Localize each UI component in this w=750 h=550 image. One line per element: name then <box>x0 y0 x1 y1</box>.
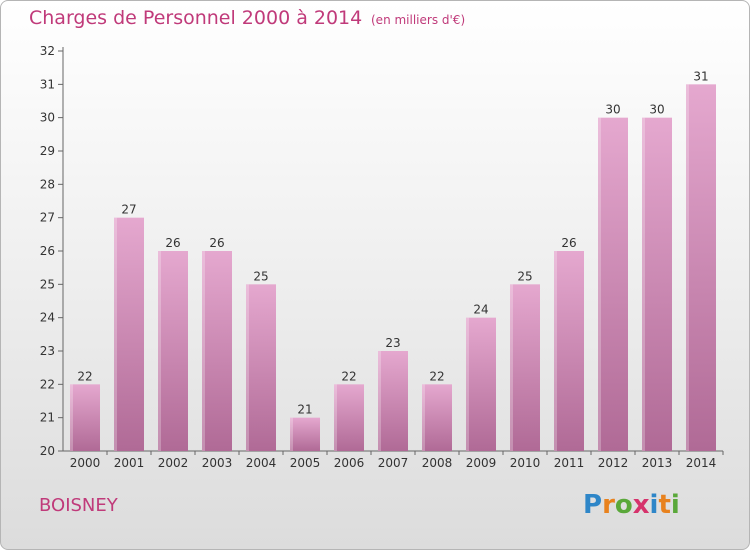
y-tick-label: 22 <box>40 377 55 391</box>
bar <box>598 117 628 452</box>
bar <box>114 217 144 451</box>
y-tick-label: 30 <box>40 111 55 125</box>
x-tick-label: 2005 <box>290 456 321 470</box>
data-label: 24 <box>473 303 488 317</box>
data-label: 30 <box>649 103 664 117</box>
x-tick-label: 2011 <box>554 456 585 470</box>
y-tick-label: 28 <box>40 177 55 191</box>
bar-highlight <box>510 284 513 451</box>
x-tick-label: 2000 <box>70 456 101 470</box>
data-label: 22 <box>341 369 356 383</box>
bar-highlight <box>422 384 425 451</box>
x-tick-label: 2006 <box>334 456 365 470</box>
bar <box>642 117 672 452</box>
data-label: 22 <box>429 369 444 383</box>
chart-title: Charges de Personnel 2000 à 2014 <box>29 7 363 29</box>
data-label: 26 <box>209 236 224 250</box>
chart-unit-label: (en milliers d'€) <box>371 13 466 27</box>
bar <box>334 384 364 451</box>
x-tick-label: 2003 <box>202 456 233 470</box>
logo-letter: P <box>583 490 603 520</box>
logo-letter: i <box>670 490 680 520</box>
bar <box>554 251 584 451</box>
bar <box>290 417 320 451</box>
logo-letter: o <box>614 490 633 520</box>
bar <box>158 251 188 451</box>
town-name: BOISNEY <box>39 495 118 516</box>
y-tick-label: 25 <box>40 277 55 291</box>
x-tick-label: 2014 <box>686 456 717 470</box>
y-tick-label: 21 <box>40 411 55 425</box>
bar-highlight <box>642 117 645 452</box>
data-label: 25 <box>253 269 268 283</box>
bar <box>466 317 496 451</box>
logo-letter: x <box>632 490 650 520</box>
x-tick-label: 2009 <box>466 456 497 470</box>
data-label: 26 <box>165 236 180 250</box>
bar <box>378 351 408 451</box>
x-tick-label: 2001 <box>114 456 145 470</box>
bar <box>202 251 232 451</box>
bar-highlight <box>290 417 293 451</box>
y-tick-label: 31 <box>40 77 55 91</box>
bar-highlight <box>554 251 557 451</box>
bar <box>422 384 452 451</box>
bar-highlight <box>598 117 601 452</box>
data-label: 22 <box>77 369 92 383</box>
logo-letter: t <box>658 490 671 520</box>
x-tick-label: 2010 <box>510 456 541 470</box>
data-label: 23 <box>385 336 400 350</box>
y-tick-label: 27 <box>40 211 55 225</box>
x-tick-label: 2013 <box>642 456 673 470</box>
data-label: 26 <box>561 236 576 250</box>
data-label: 21 <box>297 403 312 417</box>
bar-highlight <box>202 251 205 451</box>
bar-highlight <box>378 351 381 451</box>
bar <box>246 284 276 451</box>
data-label: 30 <box>605 103 620 117</box>
logo-letter: r <box>602 490 615 520</box>
x-tick-label: 2008 <box>422 456 453 470</box>
y-tick-label: 29 <box>40 144 55 158</box>
bar <box>510 284 540 451</box>
bar <box>686 84 716 451</box>
bar-highlight <box>158 251 161 451</box>
x-tick-label: 2004 <box>246 456 277 470</box>
proxiti-logo: Proxiti <box>583 490 680 520</box>
y-tick-label: 23 <box>40 344 55 358</box>
bar-highlight <box>114 217 117 451</box>
y-tick-label: 26 <box>40 244 55 258</box>
x-tick-label: 2002 <box>158 456 189 470</box>
bar <box>70 384 100 451</box>
data-label: 27 <box>121 203 136 217</box>
bar-highlight <box>246 284 249 451</box>
data-label: 31 <box>693 69 708 83</box>
bar-highlight <box>70 384 73 451</box>
bar-highlight <box>334 384 337 451</box>
y-tick-label: 20 <box>40 444 55 458</box>
y-tick-label: 24 <box>40 311 55 325</box>
x-tick-label: 2007 <box>378 456 409 470</box>
data-label: 25 <box>517 269 532 283</box>
bar-highlight <box>466 317 469 451</box>
y-tick-label: 32 <box>40 44 55 58</box>
logo-letter: i <box>649 490 659 520</box>
bar-highlight <box>686 84 689 451</box>
x-tick-label: 2012 <box>598 456 629 470</box>
